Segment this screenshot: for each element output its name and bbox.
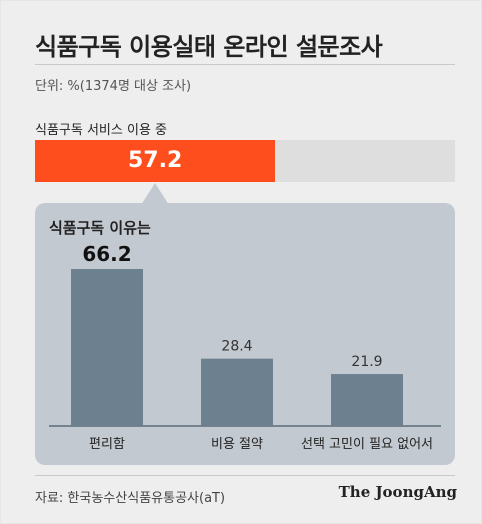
bar-3 bbox=[331, 374, 403, 426]
category-label-2: 비용 절약 bbox=[211, 437, 263, 452]
bar-value-label-3: 21.9 bbox=[351, 354, 382, 370]
title-divider bbox=[35, 64, 455, 65]
category-label-1: 편리함 bbox=[89, 437, 125, 452]
category-label-3: 선택 고민이 필요 없어서 bbox=[301, 437, 433, 452]
usage-value-label: 57.2 bbox=[127, 148, 183, 173]
panel-title: 식품구독 이유는 bbox=[49, 219, 151, 237]
bar-value-label-2: 28.4 bbox=[221, 339, 252, 355]
brand-logo: The JoongAng bbox=[338, 483, 457, 501]
usage-bar-track: 57.2 bbox=[35, 140, 455, 182]
chart-title: 식품구독 이용실태 온라인 설문조사 bbox=[35, 33, 383, 61]
usage-bar-label: 식품구독 서비스 이용 중 bbox=[35, 123, 167, 138]
footer-divider bbox=[35, 475, 455, 476]
usage-bar-fill bbox=[35, 140, 276, 182]
unit-note: 단위: %(1374명 대상 조사) bbox=[35, 79, 192, 94]
panel-pointer bbox=[141, 183, 170, 205]
bar-value-label-1: 66.2 bbox=[82, 242, 131, 266]
bar-2 bbox=[201, 358, 273, 426]
source-note: 자료: 한국농수산식품유통공사(aT) bbox=[35, 491, 226, 506]
bar-1 bbox=[71, 269, 143, 426]
